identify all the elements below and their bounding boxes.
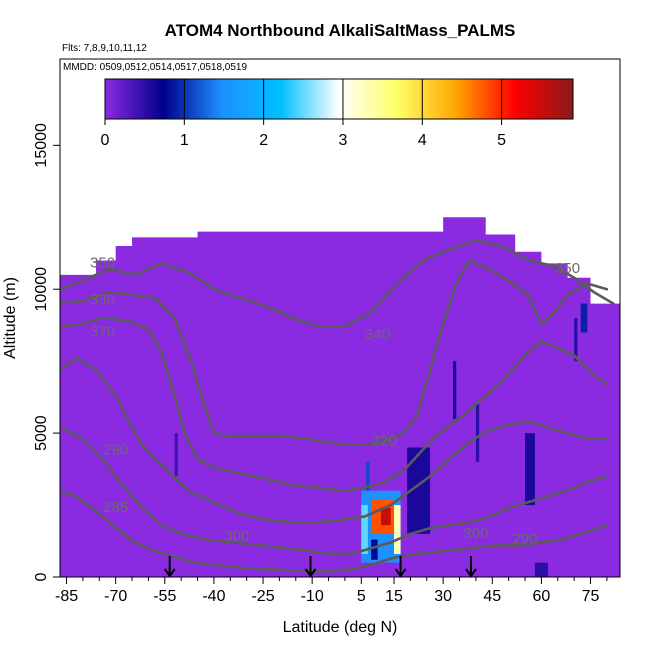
x-tick-label: -85 (55, 588, 78, 605)
coverage-layer (60, 217, 620, 577)
flight-arrow (304, 556, 317, 578)
flight-arrows (163, 556, 477, 578)
heatmap-cell (574, 318, 578, 362)
contour-label: 290 (513, 531, 538, 548)
contour-label: 340 (365, 326, 390, 343)
contour-line (60, 259, 609, 446)
x-tick-label: 60 (533, 588, 551, 605)
x-axis-label: Latitude (deg N) (283, 619, 398, 636)
heatmap-cell (361, 505, 368, 554)
contour-line (60, 489, 609, 573)
dates-label: MMDD: 0509,0512,0514,0517,0518,0519 (63, 62, 247, 73)
heatmap-cell (174, 433, 178, 477)
plot-frame (59, 58, 621, 578)
chart-title: ATOM4 Northbound AlkaliSaltMass_PALMS (165, 21, 516, 40)
plot-area: 350 330 370 340 320 300 290 285 300 290 350 (60, 217, 620, 577)
contour-label: 350 (555, 260, 580, 277)
contour-label: 300 (463, 525, 488, 542)
flight-arrow (465, 556, 477, 578)
contour-layer (60, 239, 615, 573)
x-tick-label: -55 (153, 588, 176, 605)
contour-line (60, 239, 615, 328)
heatmap-cell (525, 433, 535, 506)
y-tick-label: 0 (33, 572, 50, 581)
heatmap-cell (380, 507, 391, 526)
contour-label: 350 (90, 254, 115, 271)
colorbar-tick-label: 3 (339, 132, 348, 149)
contour-line (60, 426, 609, 556)
heatmap-cell (475, 404, 480, 462)
heatmap-cell (371, 539, 378, 560)
y-axis: 0 5000 10000 15000 (33, 123, 60, 581)
colorbar-tick-label: 4 (418, 132, 427, 149)
y-tick-label: 10000 (33, 267, 50, 312)
contour-line (60, 356, 609, 524)
colorbar-gradient (104, 78, 574, 120)
x-tick-label: 75 (582, 588, 600, 605)
heatmap-cell (394, 505, 401, 554)
heatmap-cell (366, 461, 370, 491)
colorbar-tick-label: 5 (497, 132, 506, 149)
coverage-area (60, 217, 620, 577)
colorbar-tick-label: 0 (101, 132, 110, 149)
colorbar-tick-label: 1 (180, 132, 189, 149)
x-tick-label: -40 (202, 588, 225, 605)
colorbar-tick-label: 2 (259, 132, 268, 149)
colorbar-ticks: 0 1 2 3 4 5 (101, 79, 506, 149)
contour-label: 300 (224, 528, 249, 545)
contour-label: 320 (372, 433, 397, 450)
x-tick-label: -10 (301, 588, 324, 605)
contour-label: 330 (90, 292, 115, 309)
contour-label: 290 (103, 441, 128, 458)
colorbar: 0 1 2 3 4 5 (101, 78, 574, 149)
x-tick-label: 30 (434, 588, 452, 605)
contour-line (60, 316, 609, 492)
contour-label: 285 (103, 499, 128, 516)
cells-layer (174, 303, 588, 577)
x-tick-label: 45 (483, 588, 501, 605)
y-tick-label: 5000 (33, 415, 50, 451)
flight-arrow (163, 556, 176, 578)
heatmap-cell (580, 303, 588, 333)
heatmap-cell (452, 361, 457, 419)
x-tick-label: 5 (357, 588, 366, 605)
heatmap-cell (407, 447, 431, 534)
x-tick-label: -25 (251, 588, 274, 605)
x-tick-label: -70 (104, 588, 127, 605)
flight-arrow (394, 556, 407, 578)
heatmap-cell (534, 562, 548, 577)
flights-label: Flts: 7,8,9,10,11,12 (62, 43, 147, 54)
contour-label-layer: 350 330 370 340 320 300 290 285 300 290 350 (90, 254, 580, 547)
contour-label: 370 (90, 323, 115, 340)
y-axis-label: Altitude (m) (2, 277, 19, 359)
x-axis: -85 -70 -55 -40 -25 -10 5 15 30 45 60 75 (55, 577, 608, 605)
y-tick-label: 15000 (33, 123, 50, 168)
x-tick-label: 15 (385, 588, 403, 605)
